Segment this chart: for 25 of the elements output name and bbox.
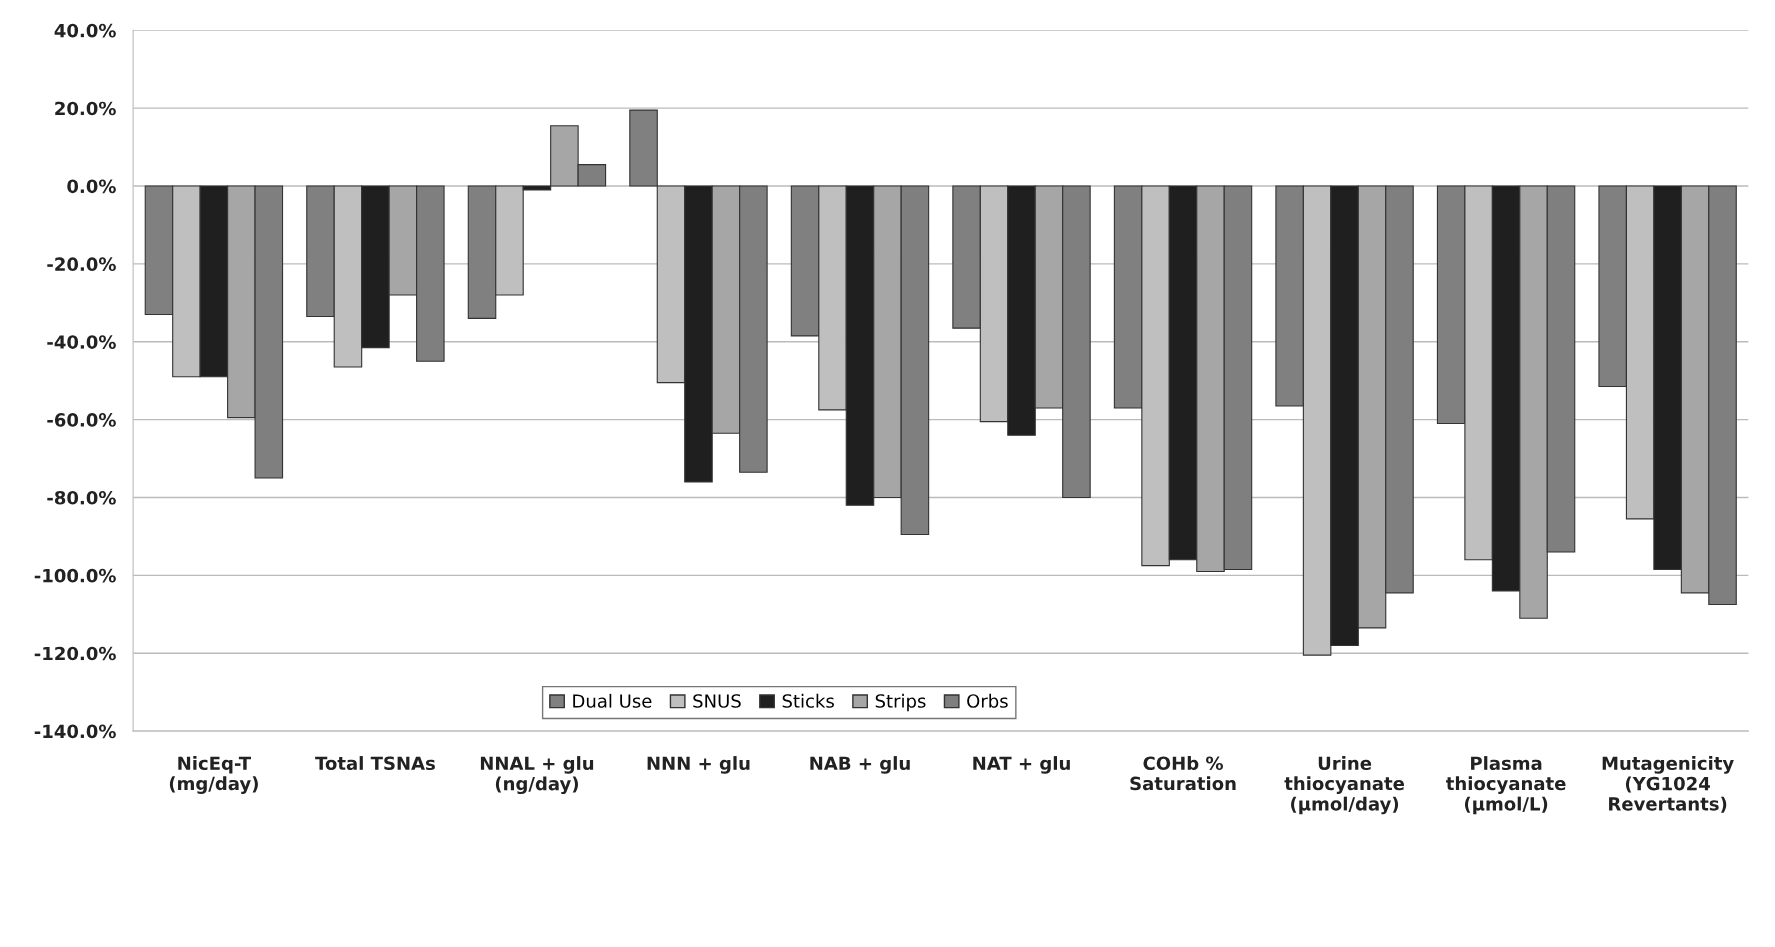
legend-label: Strips — [875, 693, 926, 712]
x-tick-label: NNN + glu — [647, 756, 750, 774]
y-tick-label: -100.0% — [34, 568, 116, 583]
legend-label: Sticks — [782, 693, 834, 708]
y-tick-label: 40.0% — [54, 23, 116, 38]
y-tick-label: 20.0% — [55, 101, 116, 116]
x-tick-label: Mutagenicity (YG1024 Revertants) — [1602, 756, 1734, 813]
x-tick-label: NAB + glu — [810, 756, 910, 774]
x-tick-label: NAT + glu — [973, 756, 1070, 774]
x-tick-label: NNAL + glu (ng/day) — [480, 756, 594, 795]
legend-label: Orbs — [967, 693, 1008, 708]
x-tick-label: NicEq-T (mg/day) — [169, 756, 258, 794]
x-tick-label: COHb % Saturation — [1130, 756, 1236, 791]
x-tick-label: Urine thiocyanate (µmol/day) — [1284, 756, 1405, 815]
y-tick-label: -20.0% — [47, 257, 116, 272]
legend-label: SNUS — [693, 694, 741, 708]
y-tick-label: -140.0% — [34, 724, 116, 739]
y-tick-label: -60.0% — [47, 413, 116, 427]
x-tick-label: Plasma thiocyanate (µmol/L) — [1446, 756, 1566, 815]
y-tick-label: -40.0% — [47, 335, 116, 349]
x-tick-label: Total TSNAs — [315, 756, 435, 771]
y-tick-label: 0.0% — [67, 179, 116, 194]
legend-label: Dual Use — [573, 693, 652, 708]
y-tick-label: -120.0% — [34, 646, 116, 661]
y-tick-label: -80.0% — [47, 490, 116, 505]
